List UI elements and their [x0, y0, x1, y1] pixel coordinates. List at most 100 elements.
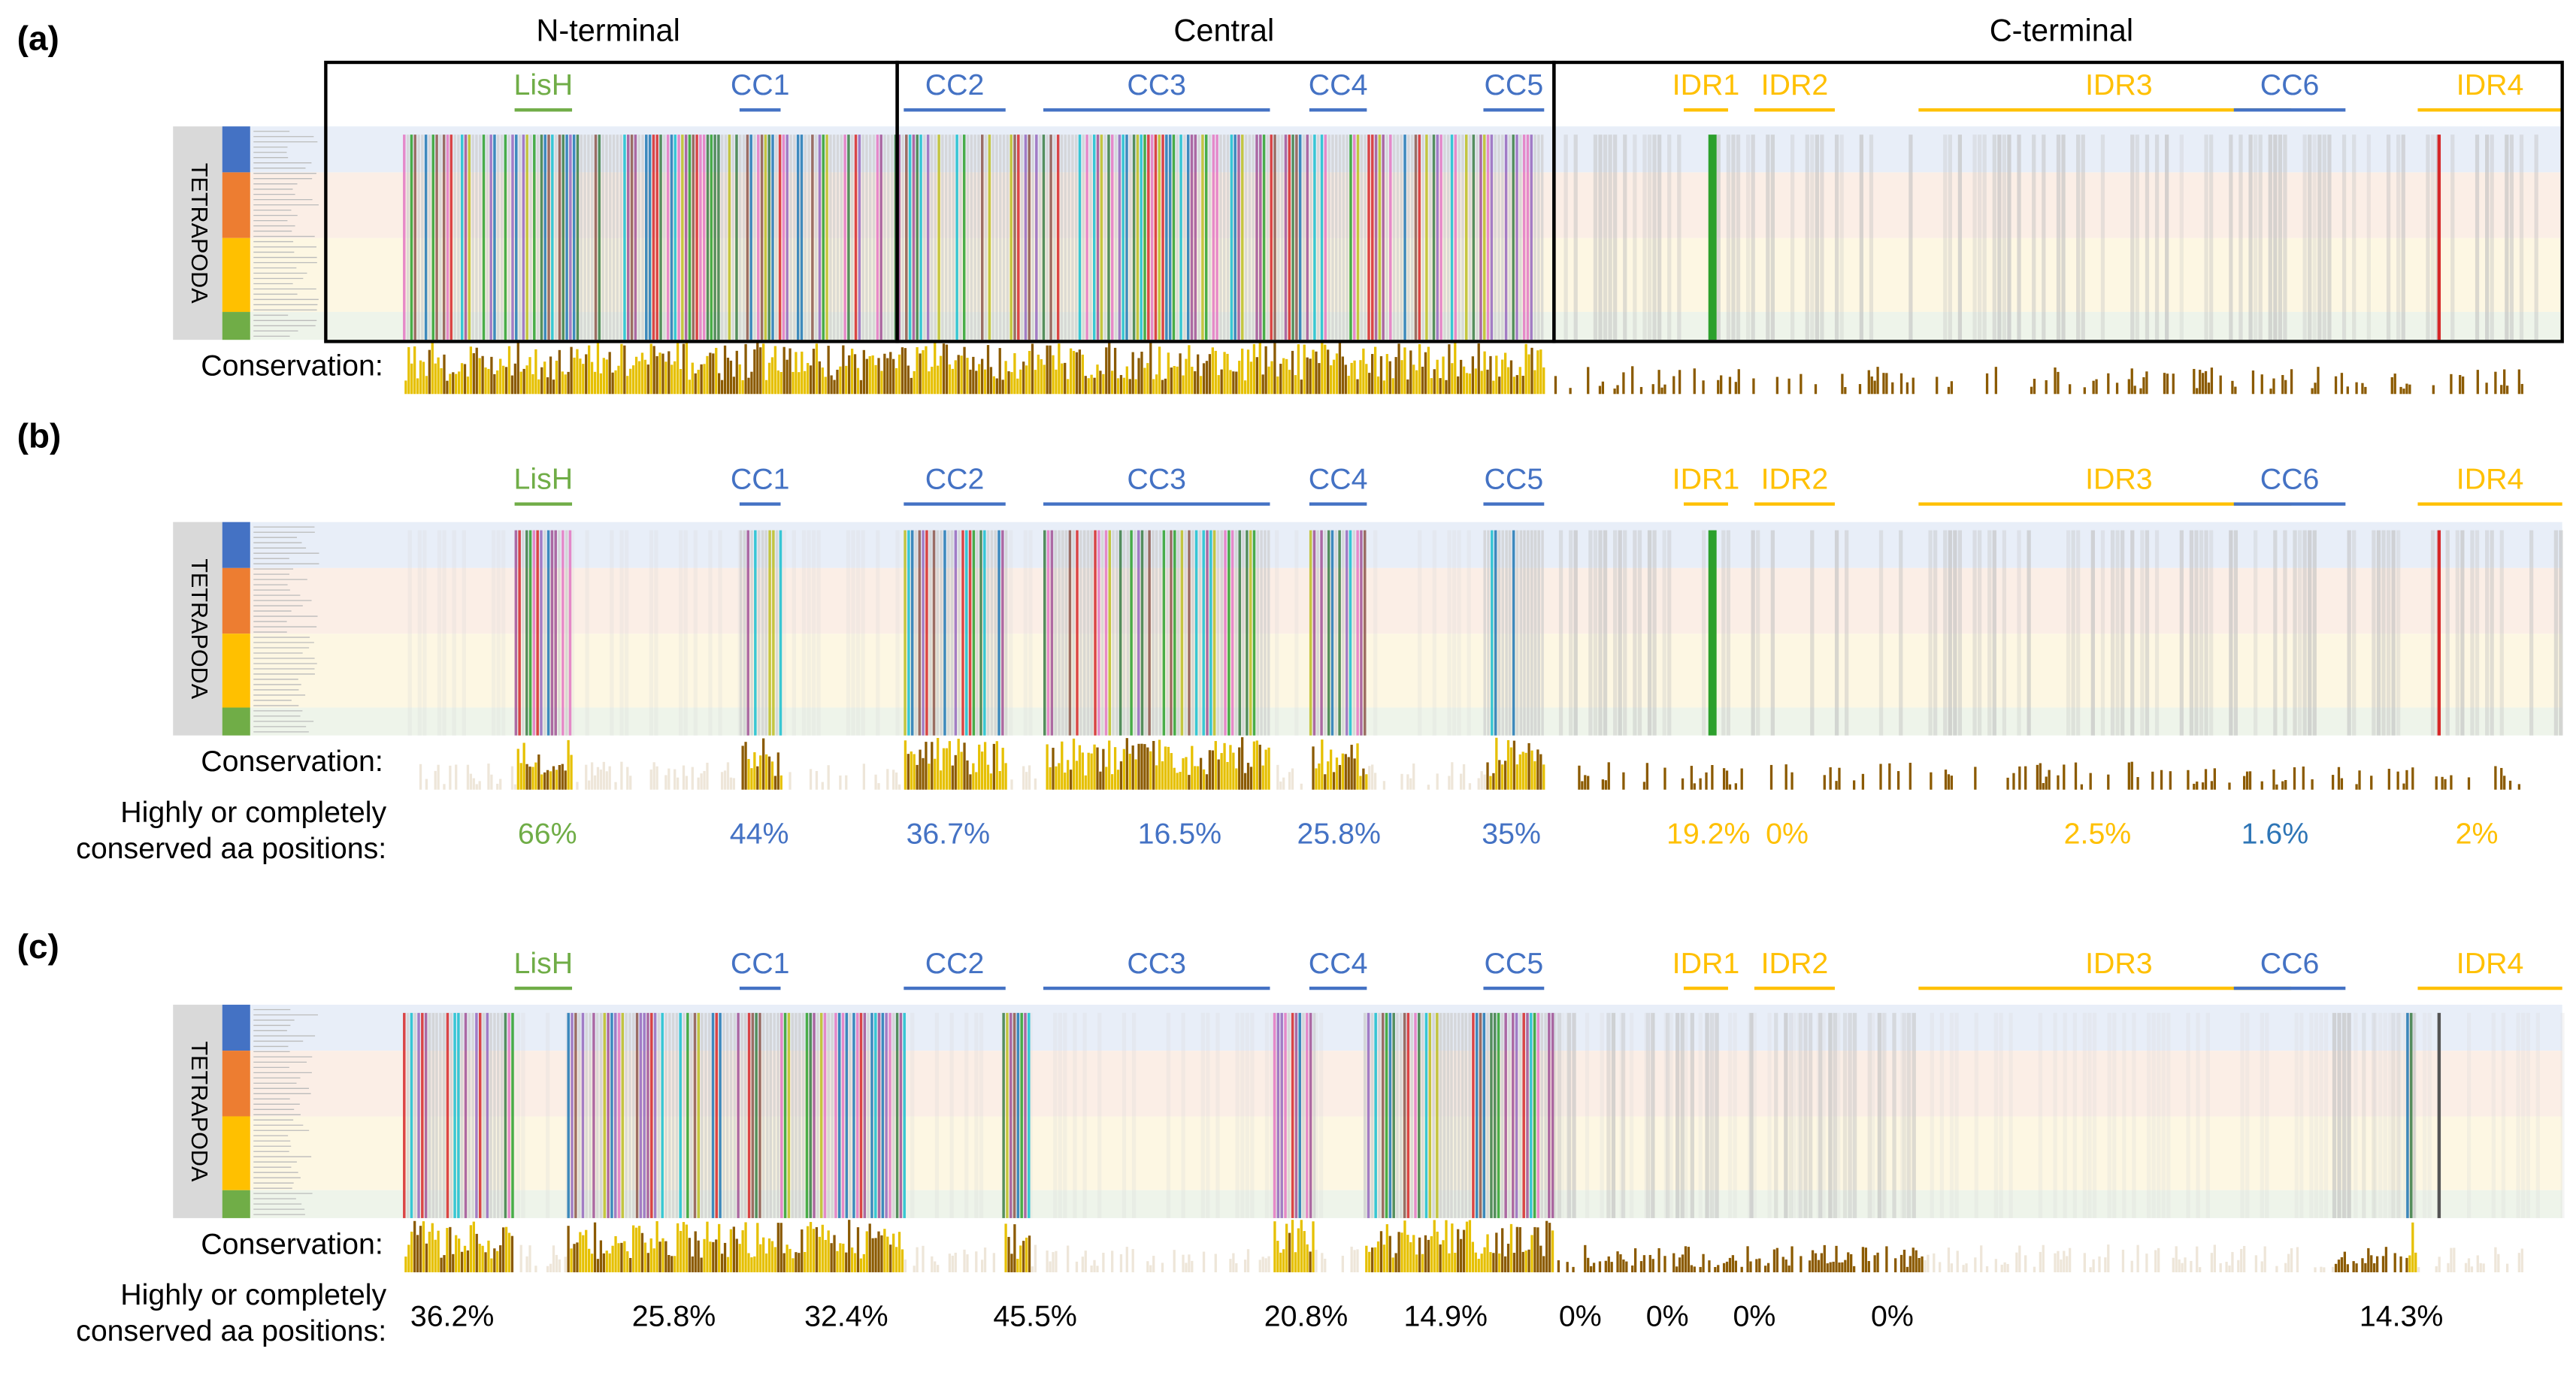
- conservation-bar: [1064, 773, 1067, 790]
- conservation-bar: [886, 358, 889, 395]
- conservation-bar: [455, 1235, 458, 1273]
- alignment-column: [2308, 530, 2312, 736]
- conservation-bar: [555, 770, 558, 790]
- conservation-bar: [931, 742, 934, 790]
- conservation-bar: [2414, 1252, 2417, 1273]
- alignment-column: [874, 1012, 877, 1218]
- alignment-column: [2229, 530, 2233, 736]
- conservation-bar: [1657, 1247, 1660, 1273]
- alignment-column: [1392, 1012, 1395, 1218]
- conservation-bar: [1693, 368, 1696, 395]
- conservation-bar: [978, 364, 981, 395]
- conservation-bar: [969, 774, 972, 790]
- conservation-bar: [839, 775, 842, 790]
- alignment-column: [2426, 135, 2430, 340]
- conservation-bar: [2219, 1263, 2222, 1273]
- alignment-column: [720, 135, 724, 340]
- alignment-column: [536, 135, 540, 340]
- conservation-bar: [1016, 1259, 1019, 1273]
- alignment-column: [1250, 1012, 1255, 1218]
- alignment-column: [1352, 530, 1356, 736]
- conservation-bar: [558, 1259, 561, 1273]
- conservation-bar: [1850, 1253, 1853, 1273]
- alignment-column: [1987, 530, 1992, 736]
- conservation-bar: [934, 1261, 937, 1273]
- alignment-column: [1530, 1012, 1533, 1218]
- conservation-bar: [640, 1232, 644, 1273]
- alignment-column: [630, 135, 634, 340]
- alignment-column: [1273, 135, 1276, 340]
- conservation-bar: [661, 1238, 664, 1273]
- alignment-column: [2090, 530, 2095, 736]
- conservation-bar: [552, 380, 555, 395]
- conservation-bar: [1214, 1253, 1217, 1273]
- domain-label: CC3: [1127, 947, 1186, 980]
- alignment-column: [2302, 530, 2307, 736]
- alignment-column: [1708, 530, 1717, 736]
- alignment-column: [885, 1012, 888, 1218]
- alignment-column: [1439, 1012, 1442, 1218]
- conservation-bar: [1214, 741, 1217, 790]
- alignment-column: [1129, 135, 1132, 340]
- conservation-bar: [2520, 383, 2523, 395]
- alignment-column: [944, 135, 948, 340]
- conservation-bar: [723, 1242, 727, 1273]
- alignment-column: [639, 1012, 643, 1218]
- conservation-bar: [1303, 1231, 1306, 1273]
- alignment-column: [1073, 1012, 1077, 1218]
- conservation-bar: [2172, 373, 2175, 395]
- conservation-bar: [1350, 1246, 1353, 1273]
- alignment-column: [1227, 530, 1230, 736]
- conservation-bar: [1663, 384, 1666, 395]
- group-band: [250, 567, 2562, 634]
- conservation-bar: [2517, 369, 2520, 395]
- alignment-column: [1446, 1012, 1450, 1218]
- conservation-bar: [1034, 370, 1037, 395]
- conservation-bar: [1882, 373, 1885, 395]
- alignment-column: [1166, 530, 1169, 736]
- conservation-bar: [759, 1244, 762, 1273]
- conservation-bar: [605, 771, 608, 790]
- conservation-bar: [1049, 1261, 1052, 1273]
- conservation-bar: [1699, 1266, 1702, 1273]
- conservation-bar: [821, 782, 824, 790]
- conservation-bar: [1536, 749, 1539, 790]
- conservation-bar: [1436, 1231, 1439, 1273]
- conservation-bar: [1046, 744, 1049, 790]
- alignment-column: [772, 530, 775, 736]
- conservation-bar: [963, 346, 966, 395]
- conservation-bar: [661, 353, 664, 395]
- alignment-column: [1770, 530, 1775, 736]
- alignment-column: [1400, 135, 1403, 340]
- conservation-bar: [1980, 1245, 1983, 1273]
- domain-label: LisH: [513, 68, 573, 101]
- conservation-bar: [1584, 775, 1587, 790]
- conservation-bar: [871, 1238, 874, 1273]
- conservation-bar: [815, 770, 819, 790]
- conservation-bar: [1365, 774, 1368, 790]
- alignment-column: [1421, 135, 1424, 340]
- conservation-bar: [1460, 359, 1463, 395]
- alignment-column: [1512, 530, 1515, 736]
- alignment-column: [1104, 530, 1108, 736]
- alignment-column: [1667, 530, 1672, 736]
- conservation-bar: [1238, 361, 1241, 395]
- alignment-column: [1191, 530, 1194, 736]
- conservation-bar: [1241, 737, 1244, 790]
- alignment-column: [413, 1012, 416, 1218]
- conservation-bar: [1852, 780, 1856, 790]
- alignment-column: [859, 1012, 863, 1218]
- conservation-bar: [558, 765, 561, 790]
- alignment-column: [1982, 135, 1987, 340]
- conservation-bar: [922, 1245, 925, 1273]
- alignment-column: [2076, 530, 2081, 736]
- alignment-column: [816, 1012, 819, 1218]
- conservation-bar: [561, 764, 564, 790]
- alignment-column: [457, 1012, 460, 1218]
- alignment-column: [1851, 1012, 1856, 1218]
- conservation-bar: [2092, 1259, 2095, 1273]
- conservation-bar: [776, 752, 779, 790]
- conservation-bar: [1338, 764, 1342, 790]
- conservation-bar: [1448, 776, 1451, 790]
- conservation-bar: [1509, 360, 1513, 395]
